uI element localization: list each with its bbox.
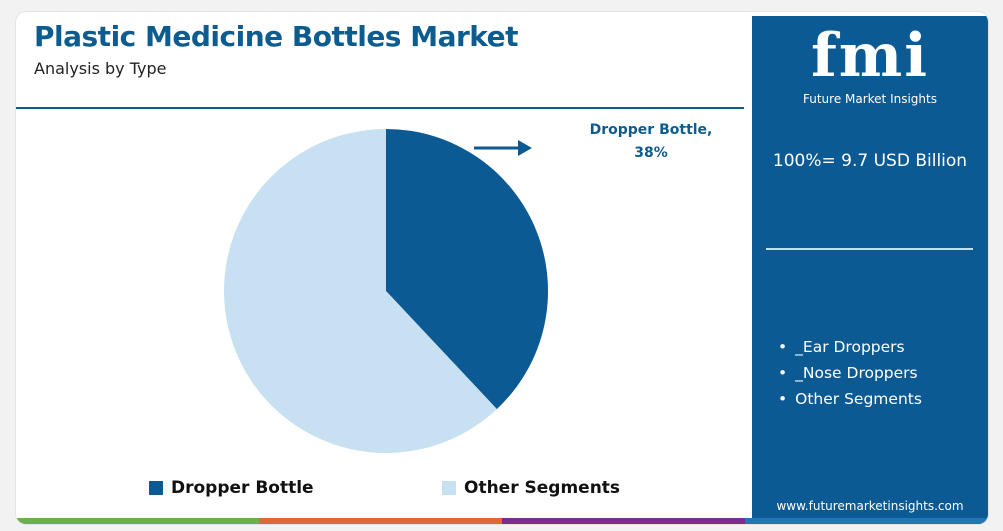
segment-list: _Ear Droppers _Nose Droppers Other Segme… — [778, 334, 922, 412]
legend-item-dropper-bottle: Dropper Bottle — [149, 478, 314, 498]
logo-subtitle: Future Market Insights — [802, 92, 937, 106]
info-sidebar: fmi Future Market Insights 100%= 9.7 USD… — [752, 16, 988, 524]
color-bar-segment — [16, 518, 259, 524]
fmi-logo: fmi — [810, 21, 930, 91]
sidebar-divider — [766, 248, 973, 250]
website-url: www.futuremarketinsights.com — [776, 499, 964, 513]
legend-label: Other Segments — [464, 478, 621, 498]
legend-swatch — [442, 481, 456, 495]
chart-title: Plastic Medicine Bottles Market — [34, 20, 519, 53]
chart-card: Plastic Medicine Bottles Market Analysis… — [16, 12, 988, 524]
slice-annotation-name: Dropper Bottle, — [589, 122, 713, 138]
legend-swatch — [149, 481, 163, 495]
color-bar-segment — [745, 518, 988, 524]
market-total: 100%= 9.7 USD Billion — [772, 151, 968, 171]
title-divider — [16, 107, 744, 109]
color-bar-segment — [502, 518, 745, 524]
bottom-color-bar — [16, 518, 988, 524]
arrow-right-icon — [474, 140, 532, 156]
segment-item: _Ear Droppers — [778, 334, 922, 360]
segment-item: Other Segments — [778, 386, 922, 412]
slice-annotation: Dropper Bottle, 38% — [576, 119, 726, 165]
color-bar-segment — [259, 518, 502, 524]
chart-subtitle: Analysis by Type — [34, 59, 167, 78]
legend-item-other-segments: Other Segments — [442, 478, 620, 498]
segment-item: _Nose Droppers — [778, 360, 922, 386]
legend-label: Dropper Bottle — [171, 478, 314, 498]
slice-annotation-value: 38% — [634, 145, 668, 161]
pie-slice-other-segments — [224, 129, 497, 453]
pie-chart — [224, 129, 549, 453]
pie-slice-dropper-bottle — [386, 129, 549, 410]
